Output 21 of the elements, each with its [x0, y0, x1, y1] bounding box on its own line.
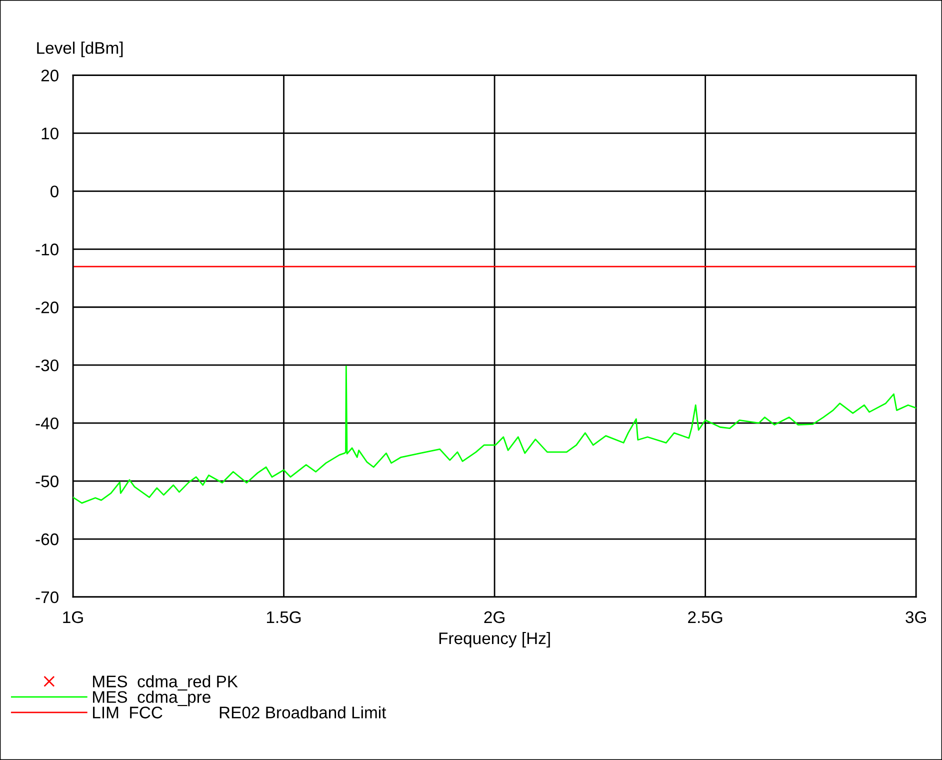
y-tick-label: 20: [41, 70, 58, 82]
x-tick-label: 1.5G: [266, 611, 301, 624]
y-tick-label: -10: [36, 244, 58, 256]
line-series: [73, 366, 916, 504]
x-axis-title: Frequency [Hz]: [439, 632, 550, 648]
x-tick-label: 3G: [906, 611, 926, 624]
x-tick-label: 2.5G: [688, 611, 722, 624]
legend-label: LIM FCC RE02 Broadband Limit: [93, 706, 386, 718]
y-tick-label: -50: [36, 475, 58, 488]
legend-label: MES cdma_red PK: [93, 675, 238, 691]
y-tick-label: -40: [36, 417, 58, 430]
x-tick-label: 1G: [63, 611, 83, 624]
y-tick-label: 0: [50, 186, 58, 198]
y-tick-label: -20: [36, 302, 58, 314]
y-axis-title: Level [dBm]: [37, 42, 123, 58]
legend-label: MES cdma_pre: [93, 690, 210, 706]
y-tick-label: -70: [36, 591, 58, 604]
y-tick-label: 10: [42, 128, 58, 140]
y-tick-label: -60: [36, 533, 58, 546]
x-tick-label: 2G: [484, 611, 504, 624]
y-tick-label: -30: [36, 359, 58, 372]
